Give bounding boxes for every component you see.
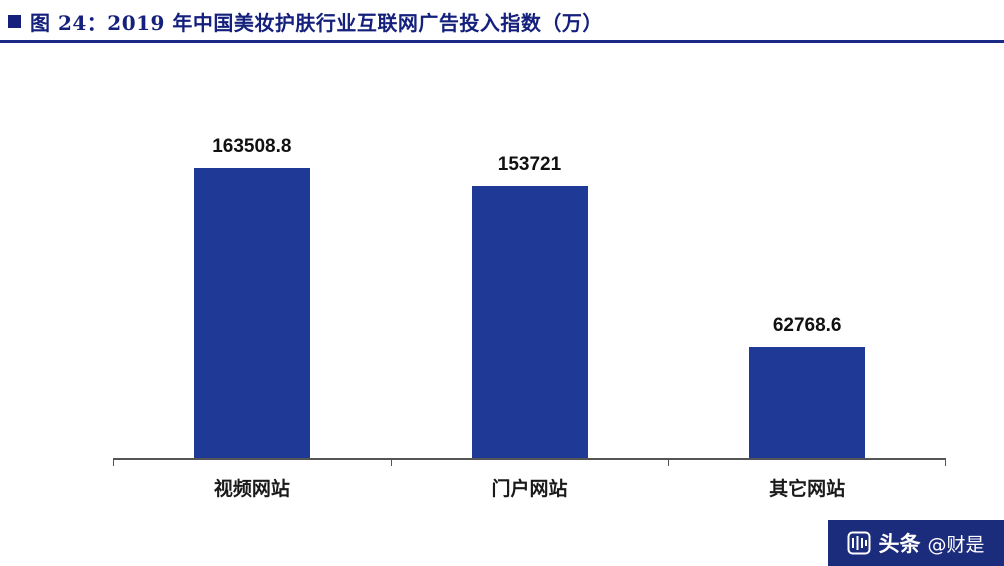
title-divider	[0, 40, 1004, 43]
figure-header: 图 24：2019 年中国美妆护肤行业互联网广告投入指数（万）	[8, 7, 1004, 36]
category-label-其它网站: 其它网站	[769, 479, 846, 500]
category-label-视频网站: 视频网站	[213, 479, 290, 500]
x-axis-tick	[668, 458, 670, 466]
title-square-icon	[8, 15, 21, 28]
watermark-brand: 头条	[878, 532, 921, 556]
bar-门户网站	[471, 186, 588, 458]
category-label-row: 视频网站 门户网站 其它网站	[113, 474, 946, 501]
chart-title: 图 24：2019 年中国美妆护肤行业互联网广告投入指数（万）	[30, 11, 603, 35]
bar-value-label: 62768.6	[772, 315, 842, 336]
bar-其它网站	[749, 347, 866, 458]
plot-area: 163508.8 153721 62768.6	[113, 136, 946, 466]
bar-value-label: 153721	[497, 154, 562, 175]
watermark: 头条 @财是	[828, 520, 1004, 566]
toutiao-logo-icon	[847, 531, 871, 555]
x-axis-tick	[390, 458, 392, 466]
bar-value-label: 163508.8	[212, 136, 292, 157]
x-axis-tick	[113, 458, 114, 466]
watermark-handle: @财是	[927, 533, 985, 556]
category-label-门户网站: 门户网站	[491, 479, 568, 500]
bar-视频网站	[193, 168, 310, 458]
x-axis-tick	[945, 458, 946, 466]
